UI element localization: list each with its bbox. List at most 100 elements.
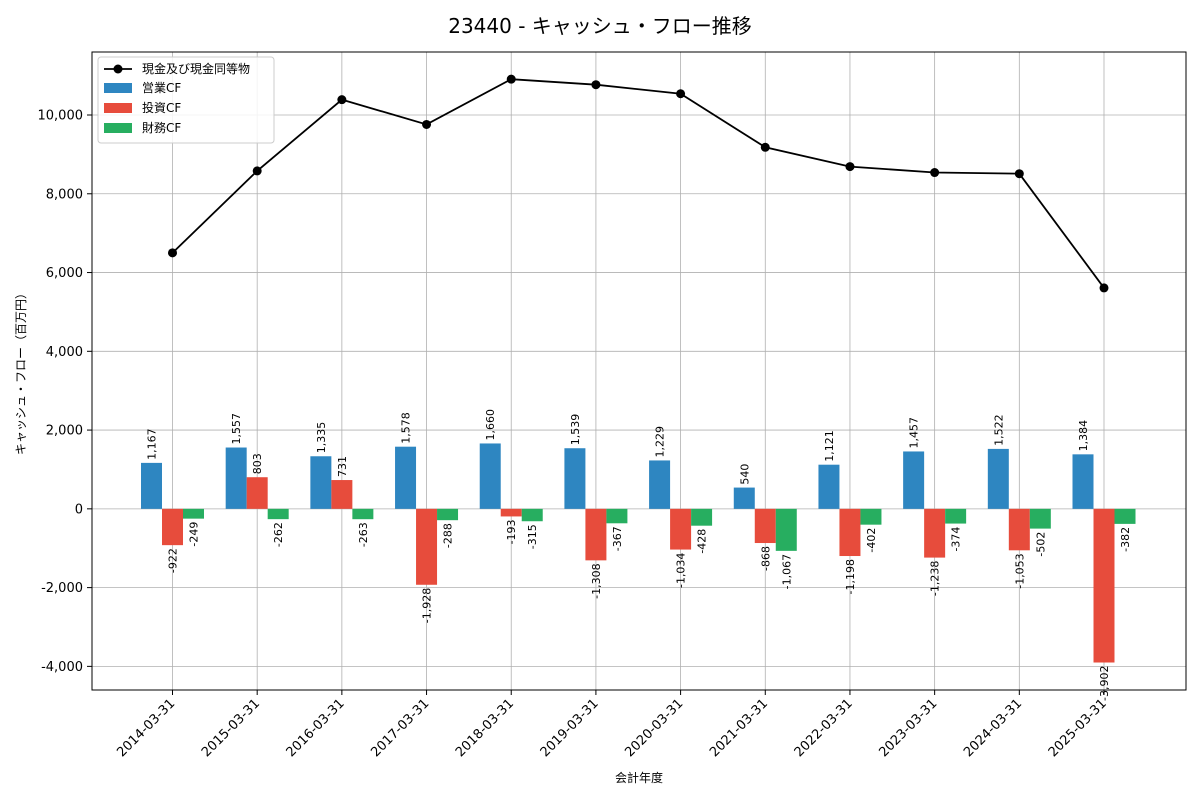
y-tick-label: 8,000	[46, 187, 83, 202]
x-tick-label: 2017-03-31	[368, 696, 432, 760]
data-label-0-11: 1,384	[1077, 420, 1090, 452]
x-tick-label: 2020-03-31	[622, 696, 686, 760]
chart-title: 23440 - キャッシュ・フロー推移	[448, 14, 752, 38]
legend-swatch-investing	[104, 103, 132, 113]
data-label-0-8: 1,121	[823, 430, 836, 462]
y-tick-label: -2,000	[41, 581, 83, 596]
bar-1-11	[1093, 508, 1115, 663]
x-axis-label: 会計年度	[615, 770, 663, 785]
data-label-1-2: 731	[336, 456, 349, 477]
cash-point-0	[168, 248, 177, 258]
cash-point-8	[845, 162, 855, 172]
data-label-2-6: -428	[696, 529, 709, 554]
x-tick-label: 2019-03-31	[538, 696, 602, 760]
bar-1-9	[924, 508, 946, 558]
line-layer	[168, 74, 1109, 293]
data-label-2-5: -367	[611, 526, 624, 551]
x-tick-label: 2024-03-31	[961, 696, 1025, 760]
cash-line	[171, 78, 1105, 289]
label-layer: 1,167 1,557 1,335 1,578 1,660 1,539 1,229 540 1,…	[146, 409, 1133, 701]
cash-point-4	[506, 74, 516, 84]
data-label-1-0: -922	[167, 548, 180, 573]
legend-label-financing: 財務CF	[142, 120, 181, 135]
y-tick-label: 2,000	[46, 424, 83, 439]
bar-1-4	[500, 508, 522, 517]
bar-0-1	[225, 447, 247, 509]
legend-box	[97, 56, 275, 144]
bar-0-2	[310, 456, 332, 509]
data-label-2-8: -402	[865, 528, 878, 553]
cash-point-9	[930, 168, 940, 178]
legend-swatch-financing	[104, 123, 132, 133]
bar-2-8	[860, 508, 882, 525]
data-label-0-6: 1,229	[654, 426, 667, 458]
bar-2-1	[267, 508, 289, 520]
data-label-0-0: 1,167	[146, 428, 159, 460]
bar-0-9	[903, 451, 925, 509]
cash-point-7	[760, 142, 770, 152]
bar-0-7	[733, 487, 755, 509]
bar-1-2	[331, 480, 353, 509]
data-label-0-10: 1,522	[992, 414, 1005, 446]
y-tick-label: 4,000	[46, 345, 83, 360]
x-tick-label: 2014-03-31	[114, 696, 178, 760]
data-label-0-5: 1,539	[569, 414, 582, 446]
bar-2-3	[437, 508, 459, 521]
data-label-1-1: 803	[251, 453, 264, 474]
data-label-2-1: -262	[272, 522, 285, 547]
bar-0-0	[141, 462, 162, 509]
bar-layer	[141, 443, 1136, 663]
data-label-2-3: -288	[442, 523, 455, 548]
data-label-1-3: -1,928	[421, 588, 434, 623]
bar-0-10	[987, 448, 1009, 509]
bar-2-6	[691, 508, 713, 526]
plot-frame	[91, 51, 1187, 691]
cash-point-11	[1099, 283, 1109, 293]
x-tick-label: 2025-03-31	[1046, 696, 1110, 760]
data-label-0-9: 1,457	[908, 417, 921, 449]
legend-label-cash: 現金及び現金同等物	[142, 61, 250, 76]
cash-point-3	[422, 119, 432, 129]
x-tick-label: 2016-03-31	[284, 696, 348, 760]
bar-1-3	[416, 508, 438, 585]
grid-layer	[92, 52, 1186, 690]
bar-1-8	[839, 508, 861, 557]
x-tick-label: 2023-03-31	[876, 696, 940, 760]
data-label-2-0: -249	[188, 522, 201, 547]
data-label-0-7: 540	[738, 464, 751, 485]
data-label-2-9: -374	[950, 527, 963, 552]
bar-2-5	[606, 508, 628, 524]
bar-0-6	[649, 460, 671, 509]
bar-2-10	[1029, 508, 1051, 529]
data-label-1-5: -1,308	[590, 563, 603, 598]
data-label-0-2: 1,335	[315, 422, 328, 454]
bar-1-5	[585, 508, 607, 561]
cash-point-6	[676, 89, 686, 99]
data-label-1-11: -3,902	[1098, 666, 1111, 701]
data-label-0-1: 1,557	[230, 413, 243, 445]
bar-2-2	[352, 508, 374, 520]
y-axis-label: キャッシュ・フロー（百万円）	[14, 287, 28, 455]
bar-2-4	[521, 508, 543, 522]
bar-1-0	[162, 508, 183, 546]
legend-line-marker	[113, 64, 123, 74]
cash-point-10	[1014, 169, 1024, 179]
data-label-1-8: -1,198	[844, 559, 857, 594]
data-label-2-11: -382	[1119, 527, 1132, 552]
data-label-2-2: -263	[357, 522, 370, 547]
bar-2-11	[1114, 508, 1136, 524]
bar-2-9	[945, 508, 967, 524]
y-tick-label: 10,000	[38, 109, 84, 124]
bar-1-6	[670, 508, 692, 550]
data-label-1-4: -193	[505, 519, 518, 544]
bar-2-7	[775, 508, 797, 551]
data-label-2-7: -1,067	[780, 554, 793, 589]
y-tick-label: -4,000	[41, 660, 83, 675]
legend-label-operating: 営業CF	[142, 81, 181, 95]
bar-1-1	[246, 477, 268, 509]
bar-1-7	[754, 508, 776, 544]
legend: 現金及び現金同等物 営業CF 投資CF 財務CF	[97, 56, 275, 144]
legend-swatch-operating	[104, 83, 132, 93]
data-label-1-9: -1,238	[929, 561, 942, 596]
x-tick-label: 2021-03-31	[707, 696, 771, 760]
